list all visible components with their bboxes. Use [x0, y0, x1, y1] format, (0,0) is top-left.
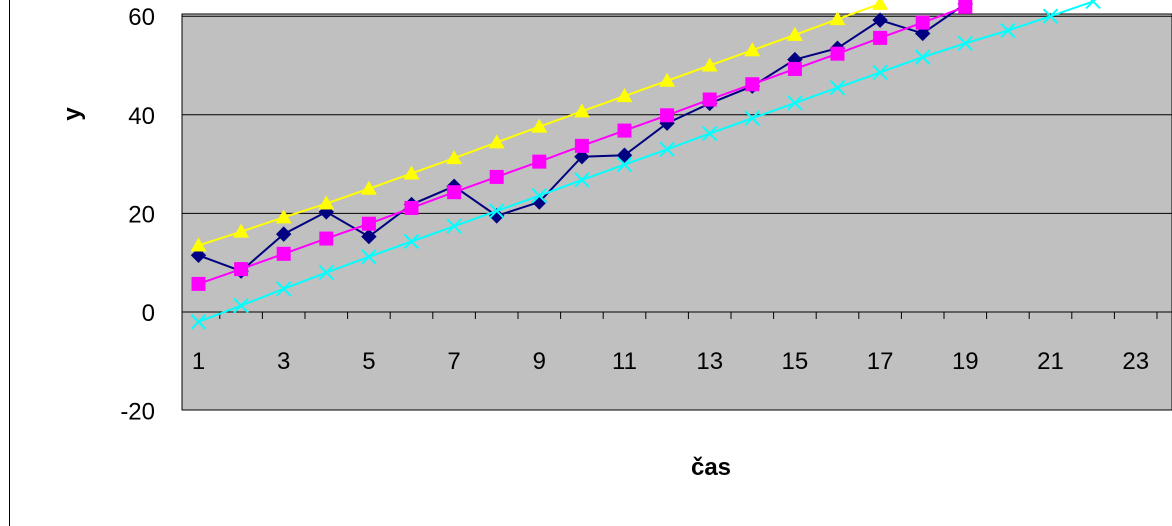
data-point-triangle: [701, 57, 718, 72]
data-point-x: [574, 172, 590, 188]
data-point-square: [873, 30, 888, 45]
data-point-square: [702, 92, 717, 107]
y-tick-label: -20: [120, 399, 155, 426]
data-point-triangle: [531, 118, 548, 133]
data-point-diamond: [190, 247, 207, 264]
data-point-triangle: [190, 237, 207, 252]
data-point-square: [489, 169, 504, 184]
data-point-x: [488, 203, 505, 219]
data-point-x: [872, 64, 888, 81]
data-point-x: [1085, 0, 1101, 10]
data-point-x: [701, 125, 718, 142]
data-point-x: [1000, 22, 1016, 39]
data-point-x: [787, 95, 803, 111]
y-axis-title: y: [59, 107, 86, 121]
data-point-square: [787, 61, 802, 76]
data-point-x: [659, 141, 675, 158]
data-point-triangle: [275, 209, 292, 224]
data-point-square: [745, 77, 760, 92]
data-point-x: [744, 110, 761, 126]
x-tick-label: 5: [362, 348, 375, 375]
gridlines: [182, 15, 1172, 214]
data-point-x: [914, 49, 931, 65]
axes: [182, 311, 1172, 319]
data-point-square: [276, 246, 291, 261]
data-point-diamond: [914, 25, 931, 42]
data-point-diamond: [574, 148, 590, 165]
data-point-triangle: [786, 26, 803, 41]
data-point-x: [190, 314, 207, 330]
y-tick-label: 20: [128, 201, 155, 228]
data-point-square: [447, 185, 462, 200]
data-point-x: [957, 35, 974, 52]
data-point-triangle: [573, 103, 590, 118]
data-point-x: [616, 156, 633, 173]
data-point-square: [234, 262, 249, 277]
x-tick-label: 1: [192, 348, 205, 375]
data-point-triangle: [744, 42, 761, 57]
data-point-square: [660, 108, 675, 123]
x-tick-label: 13: [696, 348, 723, 375]
x-tick-label: 15: [782, 348, 809, 375]
data-point-x: [531, 187, 548, 204]
data-point-x: [275, 281, 292, 297]
data-point-square: [915, 15, 930, 30]
data-point-square: [361, 216, 376, 231]
data-point-x: [318, 264, 335, 281]
data-point-square: [617, 123, 632, 138]
data-point-diamond: [872, 12, 888, 28]
data-point-x: [446, 218, 462, 234]
x-tick-label: 9: [533, 348, 546, 375]
data-point-square: [830, 46, 845, 61]
data-point-triangle: [403, 165, 420, 180]
data-point-square: [958, 0, 973, 14]
data-point-triangle: [659, 72, 676, 87]
data-point-square: [532, 154, 547, 169]
series-line-x: [198, 0, 1094, 323]
data-point-triangle: [616, 88, 633, 103]
x-tick-label: 21: [1037, 348, 1064, 375]
x-tick-label: 7: [447, 348, 460, 375]
data-point-x: [1042, 8, 1059, 24]
y-tick-label: 60: [128, 4, 155, 31]
data-point-triangle: [446, 150, 463, 165]
data-point-triangle: [233, 223, 250, 238]
data-point-diamond: [616, 147, 633, 163]
data-point-triangle: [360, 180, 377, 195]
data-point-square: [574, 138, 589, 153]
data-point-triangle: [829, 11, 846, 26]
x-tick-label: 3: [277, 348, 290, 375]
data-point-square: [319, 231, 334, 246]
data-point-diamond: [361, 228, 377, 245]
series-layer: [190, 0, 1101, 330]
data-point-square: [404, 200, 419, 215]
plot-area: [181, 13, 1172, 411]
left-frame-line: [9, 0, 10, 526]
data-point-x: [403, 233, 420, 250]
data-point-x: [361, 249, 377, 265]
data-point-diamond: [275, 226, 292, 242]
x-tick-label: 17: [867, 348, 894, 375]
y-tick-label: 0: [142, 300, 155, 327]
x-tick-label: 19: [952, 348, 979, 375]
data-point-triangle: [872, 0, 889, 10]
data-point-triangle: [488, 134, 505, 149]
x-tick-label: 11: [612, 348, 637, 375]
x-tick-label: 23: [1122, 348, 1149, 375]
x-axis-title: čas: [691, 454, 731, 481]
data-point-square: [191, 276, 206, 291]
data-point-x: [829, 79, 846, 96]
data-point-triangle: [318, 195, 335, 210]
y-tick-label: 40: [128, 103, 155, 130]
data-point-x: [233, 297, 249, 314]
